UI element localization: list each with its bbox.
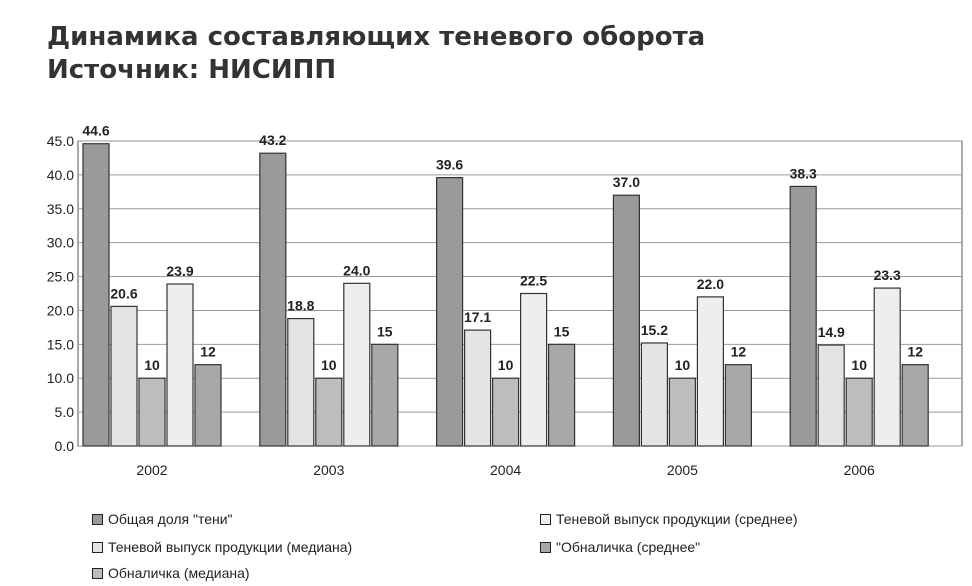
legend-label: Обналичка (медиана) [108, 565, 250, 581]
legend-item-output-median: Теневой выпуск продукции (медиана) [92, 539, 352, 555]
y-tick-label: 45.0 [47, 133, 74, 149]
legend-item-cashout-median: Обналичка (медиана) [92, 565, 250, 581]
data-label: 23.9 [166, 263, 193, 279]
bar [315, 377, 343, 447]
data-label: 10 [675, 357, 691, 373]
data-label: 37.0 [613, 174, 640, 190]
y-tick-label: 25.0 [47, 269, 74, 285]
legend-swatch [540, 513, 551, 525]
data-label: 15.2 [641, 322, 668, 338]
data-label: 39.6 [436, 157, 463, 173]
bar [901, 364, 929, 447]
bar [668, 377, 697, 447]
data-label: 22.0 [697, 276, 724, 292]
data-label: 18.8 [287, 298, 314, 314]
bar [640, 342, 669, 447]
x-category-label: 2004 [490, 462, 521, 478]
bar [82, 143, 110, 447]
bar [110, 305, 138, 447]
bar [371, 343, 399, 447]
data-label: 12 [907, 344, 923, 360]
bar [166, 283, 194, 447]
data-label: 17.1 [464, 309, 491, 325]
data-label: 10 [321, 357, 337, 373]
legend-swatch [92, 513, 103, 525]
legend-swatch [92, 567, 103, 579]
bar [845, 377, 873, 447]
data-label: 38.3 [790, 165, 817, 181]
bar [547, 343, 576, 447]
data-label: 15 [554, 323, 570, 339]
bar [724, 364, 753, 447]
legend-item-total-shadow: Общая доля "тени" [92, 511, 233, 527]
bar [436, 177, 464, 447]
bar [464, 329, 492, 447]
y-tick-label: 5.0 [55, 404, 75, 420]
data-label: 12 [731, 344, 747, 360]
x-category-label: 2002 [136, 462, 167, 478]
x-category-label: 2003 [313, 462, 344, 478]
y-tick-label: 40.0 [47, 167, 74, 183]
bar [817, 344, 845, 447]
data-label: 10 [851, 357, 867, 373]
bar [138, 377, 166, 447]
bar [287, 317, 315, 447]
legend-swatch [540, 541, 551, 553]
legend-item-output-mean: Теневой выпуск продукции (среднее) [540, 511, 798, 527]
legend-item-cashout-mean: "Обналичка (среднее" [540, 539, 700, 555]
data-label: 10 [498, 357, 514, 373]
data-label: 20.6 [110, 285, 137, 301]
y-tick-label: 10.0 [47, 370, 74, 386]
data-label: 43.2 [259, 132, 286, 148]
chart-subtitle-source: Источник: НИСИПП [47, 55, 337, 85]
bar [789, 185, 817, 447]
bar [194, 364, 222, 447]
y-tick-label: 15.0 [47, 336, 74, 352]
legend-label: Теневой выпуск продукции (медиана) [108, 539, 353, 555]
y-tick-label: 20.0 [47, 302, 74, 318]
x-category-label: 2006 [844, 462, 875, 478]
legend-label: Теневой выпуск продукции (среднее) [556, 511, 798, 527]
data-label: 23.3 [874, 267, 901, 283]
bar [519, 292, 548, 447]
bar [612, 194, 641, 447]
y-tick-label: 35.0 [47, 201, 74, 217]
data-label: 22.5 [520, 273, 547, 289]
bar [492, 377, 520, 447]
legend-label: Общая доля "тени" [108, 511, 233, 527]
bar [259, 152, 287, 447]
chart-title: Динамика составляющих теневого оборота [47, 22, 706, 52]
x-category-label: 2005 [667, 462, 698, 478]
y-tick-label: 0.0 [55, 438, 75, 454]
bar [873, 287, 901, 447]
bar [343, 282, 371, 447]
data-label: 44.6 [82, 123, 109, 139]
data-label: 24.0 [343, 262, 370, 278]
legend-label: "Обналичка (среднее" [556, 539, 701, 555]
data-label: 14.9 [818, 324, 845, 340]
data-label: 15 [377, 323, 393, 339]
legend-swatch [92, 541, 103, 553]
y-tick-label: 30.0 [47, 235, 74, 251]
data-label: 12 [200, 344, 216, 360]
bar [696, 296, 725, 447]
data-label: 10 [144, 357, 160, 373]
